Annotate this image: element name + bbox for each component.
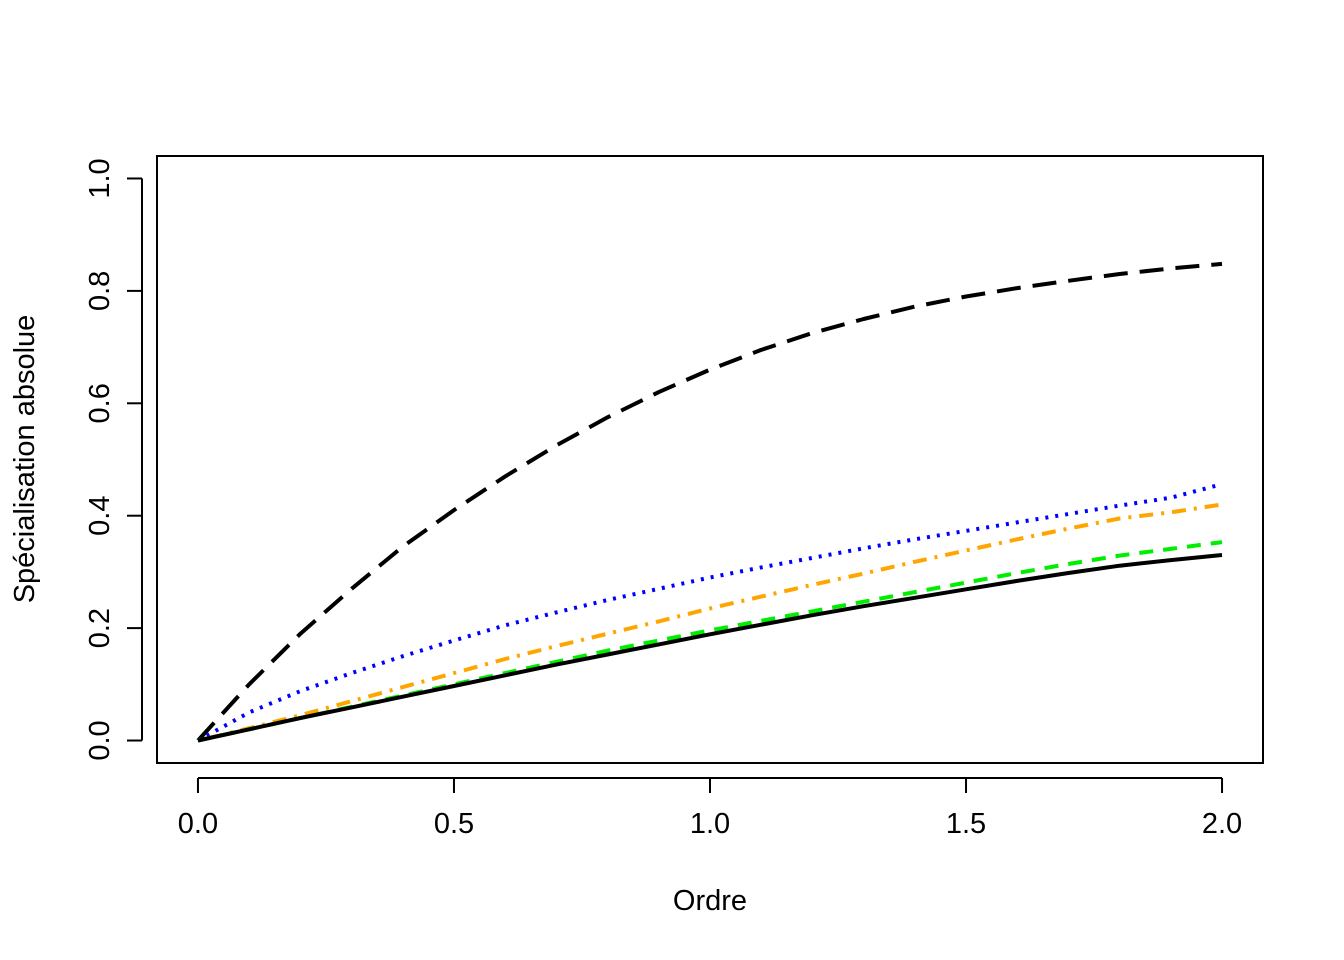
series-line-1 xyxy=(196,261,1223,742)
y-axis-title: Spécialisation absolue xyxy=(9,315,41,604)
y-tick-label: 0.2 xyxy=(84,608,116,648)
y-tick-label: 0.6 xyxy=(84,383,116,423)
x-tick-label: 1.0 xyxy=(690,808,730,840)
series-line-5 xyxy=(197,553,1223,743)
series-line-3 xyxy=(197,502,1223,743)
y-axis: 0.0 0.2 0.4 0.6 0.8 1.0 xyxy=(84,158,143,761)
x-tick-label: 0.0 xyxy=(178,808,218,840)
x-tick-label: 2.0 xyxy=(1202,808,1242,840)
y-tick-label: 0.0 xyxy=(84,720,116,760)
y-tick-label: 1.0 xyxy=(84,158,116,198)
series-layer xyxy=(196,261,1223,743)
plot-frame xyxy=(156,155,1264,764)
x-tick-label: 1.5 xyxy=(946,808,986,840)
x-axis-title: Ordre xyxy=(673,885,747,917)
y-tick-label: 0.8 xyxy=(84,271,116,311)
x-tick-label: 0.5 xyxy=(434,808,474,840)
x-axis: 0.0 0.5 1.0 1.5 2.0 xyxy=(178,777,1242,840)
y-tick-label: 0.4 xyxy=(84,496,116,536)
series-line-2 xyxy=(197,482,1223,743)
